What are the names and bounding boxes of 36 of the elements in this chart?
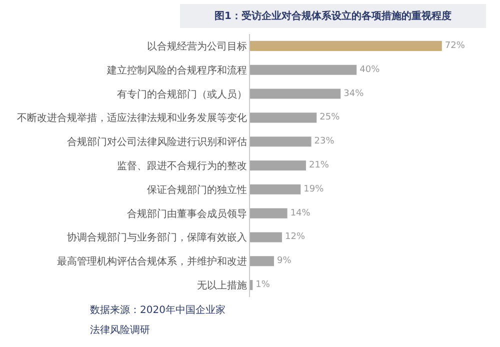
y-tick-label: 最高管理机构评估合规体系，并维护和改进 — [57, 256, 247, 268]
chart-title: 图1：受访企业对合规体系设立的各项措施的重视程度 — [180, 4, 486, 28]
y-tick-label: 合规部门由董事会成员领导 — [127, 208, 247, 220]
data-label: 21% — [308, 160, 330, 170]
data-label: 72% — [444, 40, 466, 51]
data-label: 1% — [256, 280, 270, 290]
y-tick-label: 无以上措施 — [197, 280, 247, 292]
bar — [250, 160, 306, 171]
data-label: 34% — [344, 88, 364, 99]
data-label: 25% — [320, 112, 340, 123]
y-tick-label: 协调合规部门与业务部门，保障有效嵌入 — [67, 232, 247, 244]
bar — [250, 64, 357, 75]
source-note: 数据来源：2020年中国企业家 — [90, 304, 226, 316]
bar — [250, 256, 274, 266]
data-label: 14% — [290, 208, 311, 218]
bar — [250, 88, 341, 99]
data-label: 19% — [304, 184, 324, 194]
bar — [250, 136, 312, 147]
data-label: 9% — [276, 256, 292, 266]
y-tick-label: 合规部门对公司法律风险进行识别和评估 — [67, 136, 247, 148]
bar — [250, 232, 282, 242]
bar — [250, 208, 288, 218]
data-label: 12% — [284, 232, 306, 242]
bar — [250, 40, 442, 51]
y-tick-label: 不断改进合规举措，适应法律法规和业务发展等变化 — [17, 112, 247, 124]
y-tick-label: 保证合规部门的独立性 — [147, 184, 247, 196]
y-tick-label: 建立控制风险的合规程序和流程 — [106, 64, 247, 76]
data-label: 23% — [314, 136, 335, 147]
y-tick-label: 监督、跟进不合规行为的整改 — [117, 160, 247, 172]
y-tick-label: 以合规经营为公司目标 — [147, 40, 247, 52]
bar — [250, 184, 301, 194]
bar — [250, 280, 253, 290]
y-tick-label: 有专门的合规部门（或人员） — [117, 88, 247, 100]
text: 法律风险调研 — [90, 324, 150, 336]
data-label: 40% — [360, 64, 380, 75]
bar — [250, 112, 317, 123]
